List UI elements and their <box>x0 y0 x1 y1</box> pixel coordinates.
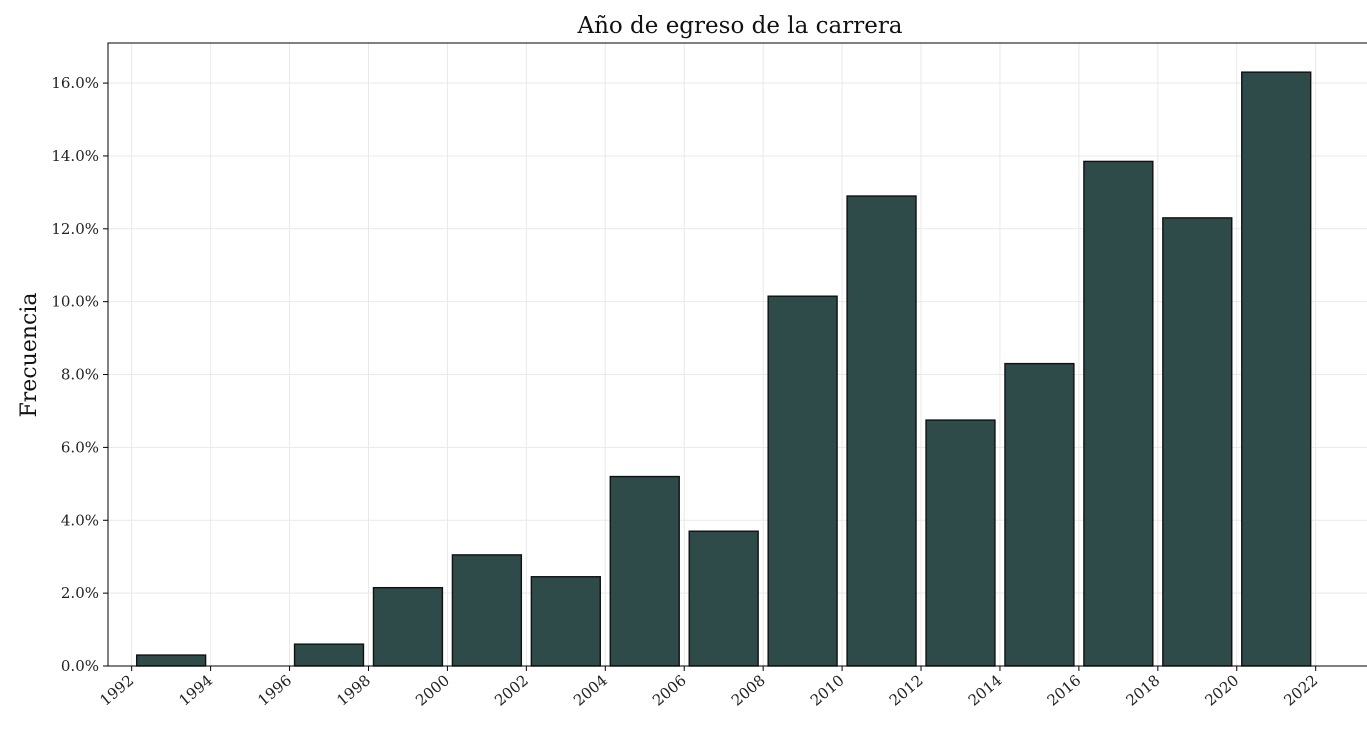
x-tick-label: 1992 <box>96 671 137 709</box>
x-tick-label: 2014 <box>965 671 1006 709</box>
y-tick-label: 8.0% <box>61 366 99 384</box>
x-tick-label: 2020 <box>1202 671 1243 709</box>
x-tick-label: 2012 <box>886 671 927 709</box>
bars <box>135 71 1312 667</box>
bar-2020-2022 <box>1241 71 1312 667</box>
x-tick-label: 2006 <box>649 671 690 709</box>
x-tick-label: 1996 <box>254 671 295 709</box>
x-axis-ticks: 1992 1994 1996 1998 2000 2002 2004 2006 2008 2010… <box>96 666 1321 710</box>
x-tick-label: 2002 <box>491 671 532 709</box>
y-tick-label: 6.0% <box>61 438 99 456</box>
bar-2004-2006 <box>609 475 680 667</box>
bar-2014-2016 <box>1004 362 1075 667</box>
y-tick-label: 4.0% <box>61 511 99 529</box>
y-axis-ticks: 0.0% 2.0% 4.0% 6.0% 8.0% 10.0% 12.0% 14.0% 16.0% <box>51 74 108 675</box>
x-tick-label: 2016 <box>1044 671 1085 709</box>
bar-2010-2012 <box>846 195 917 667</box>
bar-2018-2020 <box>1162 217 1233 667</box>
x-tick-label: 2022 <box>1280 671 1321 709</box>
bar-2012-2014 <box>925 419 996 667</box>
bar-1996-1998 <box>293 643 365 667</box>
y-tick-label: 10.0% <box>51 293 99 311</box>
bar-2000-2002 <box>451 554 523 667</box>
chart-title: Año de egreso de la carrera <box>576 13 902 39</box>
y-tick-label: 14.0% <box>51 147 99 165</box>
grid-lines <box>108 43 1367 667</box>
y-tick-label: 2.0% <box>61 584 99 602</box>
bar-1992-1994 <box>135 654 207 667</box>
axes-frame <box>107 42 1367 667</box>
x-tick-label: 1998 <box>333 671 374 709</box>
x-tick-label: 2018 <box>1123 671 1164 709</box>
y-tick-label: 12.0% <box>51 220 99 238</box>
bar-2008-2010 <box>767 295 838 667</box>
y-axis-label: Frecuencia <box>17 293 42 418</box>
x-tick-label: 2010 <box>807 671 848 709</box>
x-tick-label: 1994 <box>175 671 216 709</box>
y-tick-label: 16.0% <box>51 74 99 92</box>
x-tick-label: 2000 <box>412 671 453 709</box>
bar-2002-2004 <box>530 576 601 667</box>
axes <box>107 42 1367 667</box>
bar-2006-2008 <box>688 530 759 667</box>
x-tick-label: 2008 <box>728 671 769 709</box>
bar-1998-2000 <box>372 586 444 667</box>
x-tick-label: 2004 <box>570 671 611 709</box>
bar-2016-2018 <box>1083 160 1154 667</box>
y-tick-label: 0.0% <box>61 657 99 675</box>
